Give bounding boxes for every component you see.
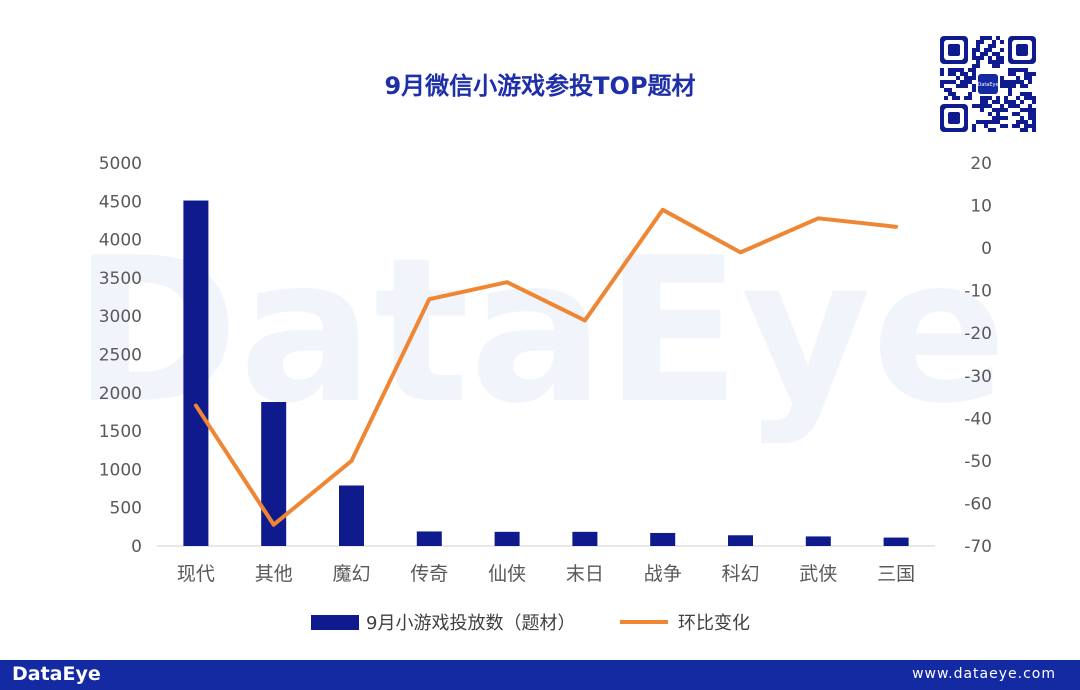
- left-tick-label: 5000: [99, 154, 142, 174]
- bar: [650, 532, 676, 546]
- right-tick-label: -20: [964, 324, 992, 344]
- right-tick-label: -50: [964, 452, 992, 472]
- category-label: 武侠: [799, 563, 837, 585]
- left-tick-label: 4500: [99, 192, 142, 212]
- category-label: 魔幻: [332, 563, 370, 585]
- category-label: 其他: [255, 563, 293, 585]
- line-series: [193, 207, 899, 527]
- legend-line-label: 环比变化: [678, 613, 750, 634]
- bar: [416, 531, 442, 546]
- category-label: 仙侠: [488, 563, 526, 585]
- left-tick-label: 4000: [99, 231, 142, 251]
- bar: [183, 200, 209, 546]
- right-tick-label: -30: [964, 367, 992, 387]
- bar: [494, 531, 520, 546]
- right-tick-label: 10: [970, 197, 992, 217]
- category-label: 末日: [566, 563, 604, 585]
- footer-logo: DataEye: [12, 663, 101, 685]
- right-tick-label: -10: [964, 282, 992, 302]
- bar: [883, 537, 909, 546]
- footer-url: www.dataeye.com: [912, 666, 1056, 682]
- left-tick-label: 0: [131, 537, 142, 557]
- watermark-text: DataEye: [73, 215, 1007, 448]
- left-tick-label: 3500: [99, 269, 142, 289]
- bar: [339, 485, 364, 546]
- legend: 9月小游戏投放数（题材） 环比变化: [311, 613, 750, 634]
- line-path: [193, 207, 899, 527]
- legend-bar-label: 9月小游戏投放数（题材）: [366, 613, 575, 634]
- qr-code-icon: DataEye: [938, 34, 1038, 134]
- category-labels: 现代 其他 魔幻 传奇 仙侠 末日 战争 科幻 武侠 三国: [177, 563, 915, 585]
- right-tick-label: -60: [964, 494, 992, 514]
- legend-bar-swatch: [311, 615, 359, 630]
- category-label: 战争: [644, 563, 682, 585]
- right-tick-label: 0: [981, 239, 992, 259]
- category-label: 三国: [877, 563, 915, 585]
- category-label: 现代: [177, 563, 215, 585]
- left-tick-label: 3000: [99, 307, 142, 327]
- category-label: 传奇: [410, 563, 448, 585]
- left-axis-ticks: 0 500 1000 1500 2000 2500 3000 3500 4000 4500 5000: [99, 154, 142, 557]
- chart: DataEye 9月微信小游戏参投TOP题材 DataEye 0 500 1000 1…: [73, 34, 1038, 634]
- bar: [572, 531, 598, 546]
- bar: [728, 535, 753, 546]
- footer-bar: DataEye www.dataeye.com: [0, 660, 1080, 690]
- qr-center-label: DataEye: [977, 82, 998, 88]
- left-tick-label: 500: [110, 499, 142, 519]
- right-tick-label: 20: [970, 154, 992, 174]
- left-tick-label: 1000: [99, 460, 142, 480]
- left-tick-label: 2500: [99, 346, 142, 366]
- bar: [805, 536, 831, 546]
- left-tick-label: 2000: [99, 384, 142, 404]
- right-tick-label: -70: [964, 537, 992, 557]
- right-tick-label: -40: [964, 409, 992, 429]
- left-tick-label: 1500: [99, 422, 142, 442]
- chart-title: 9月微信小游戏参投TOP题材: [384, 72, 695, 100]
- right-axis-ticks: 20 10 0 -10 -20 -30 -40 -50 -60 -70: [964, 154, 992, 557]
- bar-series: [183, 200, 909, 546]
- category-label: 科幻: [721, 563, 759, 585]
